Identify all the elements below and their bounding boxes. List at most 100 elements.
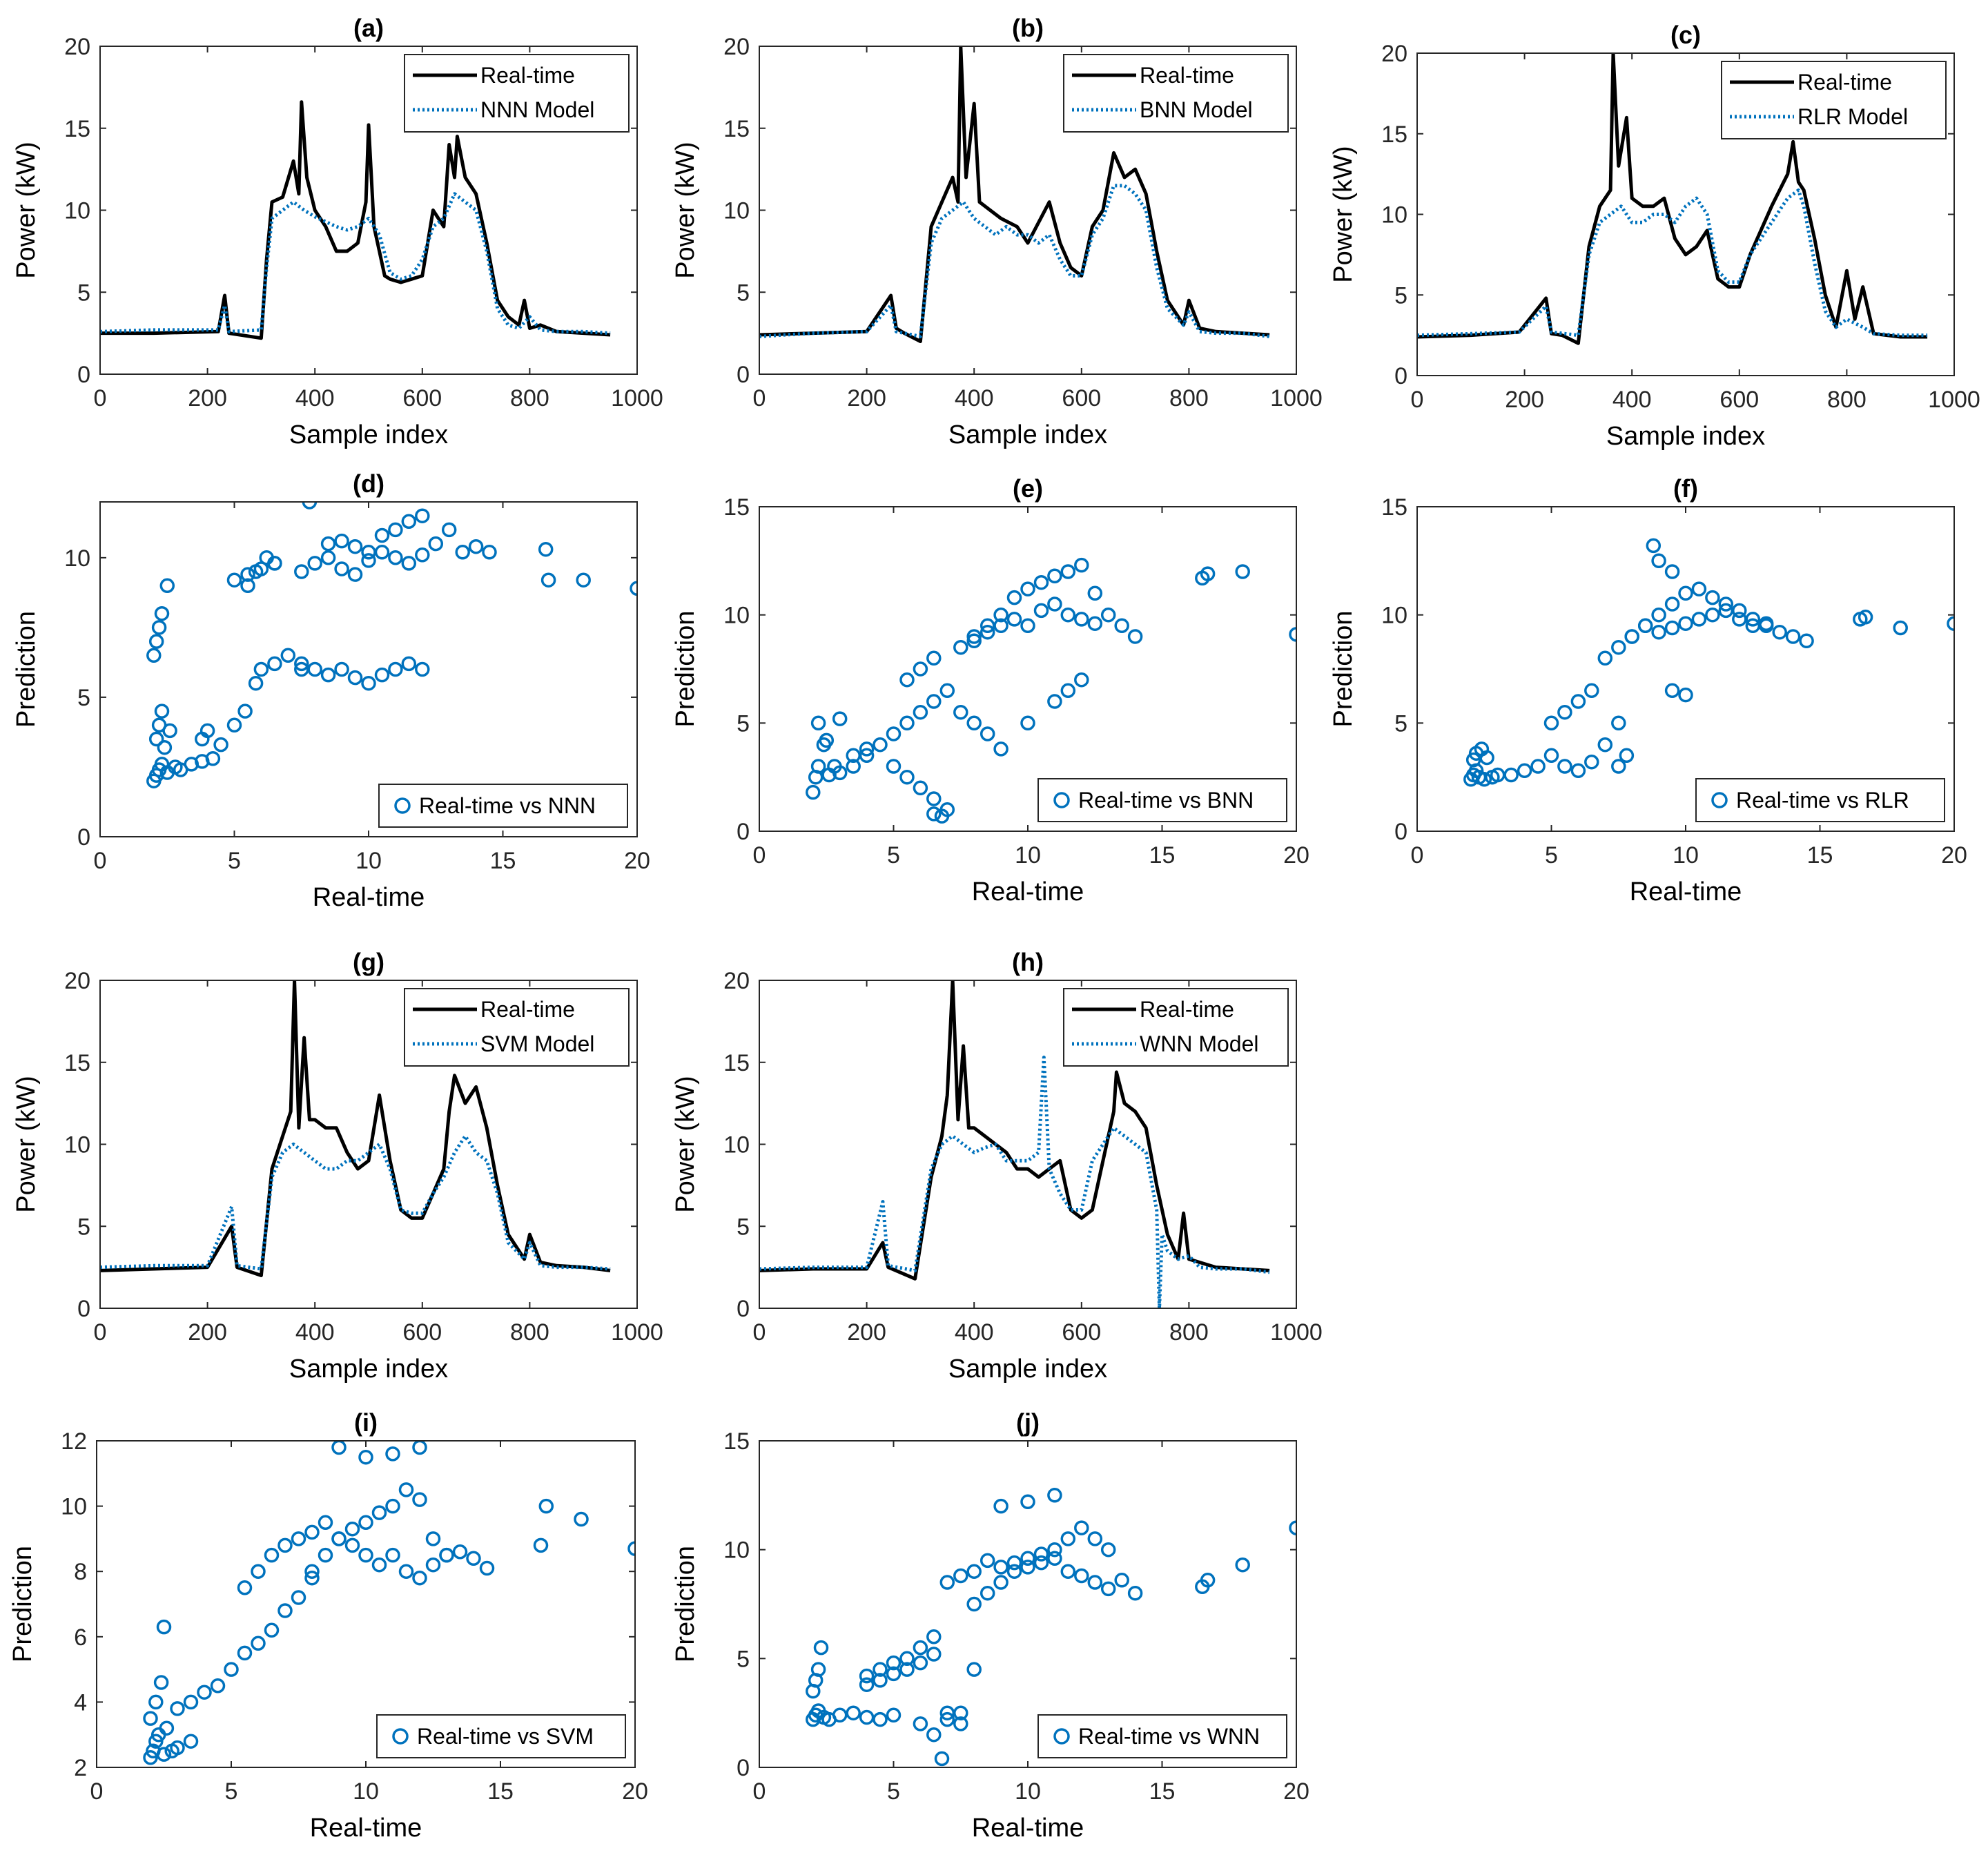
scatter-point <box>318 1515 333 1531</box>
scatter-point <box>1006 612 1022 627</box>
y-tick-label: 5 <box>77 1214 90 1240</box>
scatter-point <box>1060 564 1076 579</box>
x-tick-label: 400 <box>955 385 994 411</box>
y-tick-label: 10 <box>723 1132 750 1158</box>
scatter-point <box>264 1547 280 1563</box>
legend-box <box>378 784 628 828</box>
x-tick-label: 600 <box>1062 1319 1101 1346</box>
scatter-point <box>953 704 968 720</box>
x-axis-label: Sample index <box>289 1355 448 1384</box>
scatter-point <box>813 1640 829 1656</box>
y-tick-label: 10 <box>723 603 750 629</box>
scatter-point <box>899 1662 915 1677</box>
scatter-point <box>199 723 215 739</box>
y-tick-label: 5 <box>77 685 90 711</box>
y-axis-label: Prediction <box>8 1546 37 1662</box>
scatter-point <box>1200 566 1216 581</box>
scatter-point <box>441 522 457 538</box>
scatter-point <box>953 639 968 655</box>
plot-area-i <box>143 1441 635 1765</box>
scatter-point <box>277 1537 293 1553</box>
panel-f: 0 5 10 15 20 0 5 10 15 (f) Real-time Prediction Real… <box>1329 474 1967 906</box>
scatter-point <box>926 1727 942 1743</box>
x-axis-label: Sample index <box>948 420 1107 449</box>
x-tick-label: 10 <box>355 848 382 874</box>
scatter-point <box>334 661 349 677</box>
scatter-point <box>1799 633 1814 649</box>
x-tick-label: 1000 <box>611 1319 663 1346</box>
scatter-point <box>1611 759 1626 774</box>
scatter-point <box>1691 581 1707 596</box>
scatter-point <box>627 1541 635 1556</box>
scatter-point <box>1047 1551 1062 1566</box>
scatter-point <box>1289 1520 1296 1535</box>
scatter-point <box>966 715 982 731</box>
legend-c: Real-time RLR Model <box>1721 61 1947 139</box>
scatter-point <box>980 726 995 741</box>
scatter-point <box>347 538 363 554</box>
scatter-point <box>966 633 982 649</box>
scatter-point <box>154 605 170 621</box>
scatter-point <box>1745 612 1761 627</box>
scatter-point <box>859 1668 875 1684</box>
scatter-point <box>237 1645 253 1661</box>
y-axis-label: Prediction <box>671 1546 700 1662</box>
x-tick-label: 5 <box>887 1778 900 1805</box>
legend-label: Real-time vs SVM <box>417 1724 594 1749</box>
legend-label: SVM Model <box>480 1031 594 1056</box>
scatter-point <box>1664 683 1680 699</box>
scatter-point <box>1947 616 1954 631</box>
scatter-point <box>1100 1581 1116 1597</box>
legend-box <box>1063 988 1289 1067</box>
x-axis-label: Real-time <box>972 877 1084 906</box>
scatter-point <box>347 567 363 582</box>
scatter-point <box>1033 1546 1049 1562</box>
legend-box <box>1695 778 1945 822</box>
scatter-point <box>953 1568 968 1584</box>
scatter-point <box>1637 618 1653 634</box>
legend-label: BNN Model <box>1140 97 1253 122</box>
scatter-point <box>318 1547 333 1563</box>
y-tick-label: 10 <box>64 545 90 572</box>
legend-marker <box>1053 792 1070 808</box>
scatter-point <box>291 1590 306 1605</box>
x-tick-label: 1000 <box>1928 387 1980 413</box>
legend-box <box>1037 1714 1287 1758</box>
x-tick-label: 800 <box>510 385 549 411</box>
scatter-point <box>1477 772 1492 787</box>
scatter-point <box>966 1662 982 1677</box>
x-tick-label: 400 <box>295 385 335 411</box>
scatter-point <box>302 502 318 510</box>
scatter-point <box>320 550 336 565</box>
panel-i: 0 5 10 15 20 2 4 6 8 10 12 (i) Real-time Prediction Re… <box>8 1408 648 1843</box>
panel-title: (c) <box>1670 21 1701 49</box>
scatter-point <box>358 1547 373 1563</box>
legend-label: Real-time vs WNN <box>1078 1724 1260 1749</box>
scatter-point <box>993 1575 1008 1590</box>
panel-h: 0 200 400 600 800 1000 0 5 10 15 20 (h) Sample index… <box>671 948 1323 1384</box>
scatter-point <box>482 545 497 560</box>
scatter-point <box>1114 618 1129 634</box>
scatter-point <box>154 703 170 719</box>
scatter-point <box>574 1511 589 1527</box>
y-tick-label: 5 <box>737 280 750 306</box>
panel-title: (a) <box>353 14 384 42</box>
scatter-point <box>334 533 349 549</box>
scatter-point <box>361 553 376 568</box>
scatter-point <box>143 1750 158 1765</box>
scatter-point <box>358 1449 373 1465</box>
scatter-point <box>1503 767 1519 783</box>
scatter-point <box>170 1701 185 1716</box>
x-tick-label: 1000 <box>611 385 663 411</box>
scatter-point <box>1020 618 1035 634</box>
scatter-point <box>213 737 228 753</box>
legend-box <box>404 54 630 133</box>
scatter-point <box>291 1531 306 1546</box>
scatter-point <box>913 1655 928 1671</box>
scatter-point <box>810 759 826 774</box>
scatter-point <box>251 1636 266 1651</box>
scatter-point <box>1678 616 1693 631</box>
scatter-point <box>205 751 221 766</box>
scatter-point <box>468 538 484 554</box>
scatter-point <box>926 694 942 709</box>
